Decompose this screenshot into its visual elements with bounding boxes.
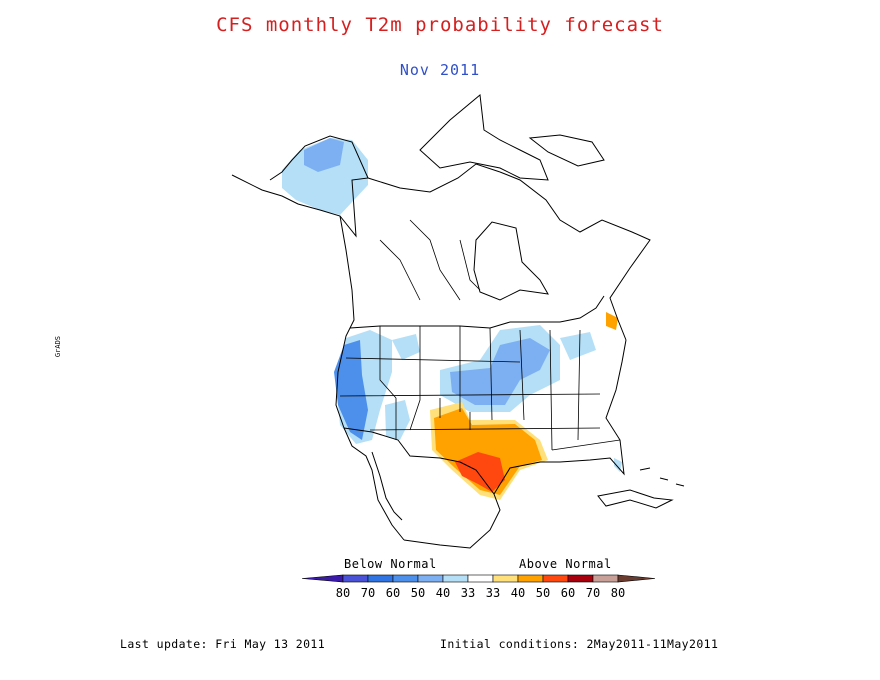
atlantic-coast-outline	[499, 171, 651, 341]
alaska-outline	[231, 135, 369, 238]
probability-colorbar: 80 70 60 50 40 33 33 40 50 60 70 80	[301, 574, 656, 600]
initial-conditions-text: Initial conditions: 2May2011-11May2011	[440, 637, 719, 651]
colorbar-swatch	[417, 574, 444, 583]
colorbar-tick-label: 40	[511, 586, 525, 600]
greenland-outline	[528, 134, 605, 167]
colorbar-tick-label: 60	[561, 586, 575, 600]
colorbar-tick-label: 80	[336, 586, 350, 600]
us-mexico-border	[343, 427, 495, 495]
hudson-bay-outline	[473, 221, 549, 301]
colorbar-swatch	[492, 574, 519, 583]
arctic-islands-outline	[419, 94, 549, 181]
shade-northeast-light	[560, 332, 596, 360]
shade-alaska-light-blue	[282, 138, 368, 215]
shade-maine-orange	[606, 312, 618, 330]
shade-nevada-light	[385, 400, 410, 440]
arctic-coast-outline	[367, 163, 501, 193]
map-outlines	[231, 94, 685, 549]
colorbar-swatch	[392, 574, 419, 583]
colorbar-swatch	[567, 574, 594, 583]
bahamas-outline	[639, 467, 685, 487]
map-title: CFS monthly T2m probability forecast	[216, 14, 664, 36]
colorbar-tick-label: 50	[411, 586, 425, 600]
colorbar-swatch	[467, 574, 494, 583]
colorbar-swatch	[542, 574, 569, 583]
shade-texas-red	[455, 452, 505, 492]
pacific-coast-outline	[335, 215, 405, 541]
grads-mark: GrADS	[54, 336, 62, 358]
colorbar-swatch	[517, 574, 544, 583]
colorbar-swatch	[442, 574, 469, 583]
colorbar-tick-label: 80	[611, 586, 625, 600]
map-subtitle: Nov 2011	[399, 61, 481, 79]
state-lines	[339, 219, 621, 451]
colorbar-tick-label: 50	[536, 586, 550, 600]
colorbar-swatch	[367, 574, 394, 583]
colorbar-tick-label: 60	[386, 586, 400, 600]
shade-florida-light	[614, 458, 622, 472]
colorbar-tick-label: 40	[436, 586, 450, 600]
colorbar-swatch	[617, 574, 656, 583]
shade-midwest-blue	[450, 338, 550, 405]
above-normal-label: Above Normal	[519, 557, 612, 571]
below-normal-label: Below Normal	[344, 557, 437, 571]
colorbar-swatch	[592, 574, 619, 583]
shade-alaska-blue	[304, 138, 344, 172]
colorbar-tick-label: 70	[586, 586, 600, 600]
probability-shading	[282, 138, 622, 500]
last-update-text: Last update: Fri May 13 2011	[120, 637, 326, 651]
cuba-outline	[597, 489, 674, 509]
shade-montana-light	[392, 334, 420, 360]
baja-outline	[371, 451, 403, 521]
colorbar-swatch	[301, 574, 344, 583]
canada-us-border	[349, 295, 605, 329]
colorbar-swatch	[342, 574, 369, 583]
gulf-coast-outline	[403, 339, 627, 549]
colorbar-tick-label: 70	[361, 586, 375, 600]
colorbar-tick-label: 33	[486, 586, 500, 600]
colorbar-tick-label: 33	[461, 586, 475, 600]
shade-west-coast-blue	[334, 340, 368, 440]
